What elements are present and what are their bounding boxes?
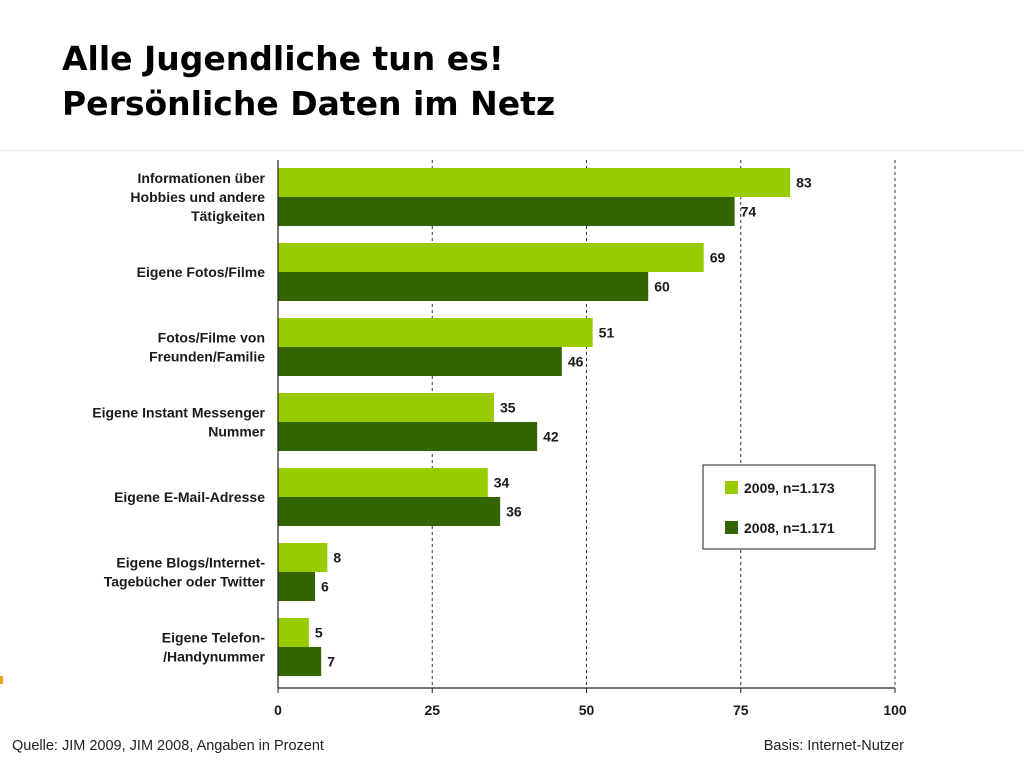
legend-swatch-2009 [725,481,738,494]
data-label-2009-1: 69 [710,250,726,266]
category-label-5-0: Eigene Blogs/Internet- [116,555,265,571]
bar-2008-3 [278,422,538,451]
category-label-0-2: Tätigkeiten [191,208,265,224]
bar-2009-6 [278,618,309,647]
bar-2008-1 [278,272,649,301]
data-label-2008-6: 7 [327,654,335,670]
category-label-3-1: Nummer [208,424,265,440]
legend-swatch-2008 [725,521,738,534]
bar-2009-0 [278,168,791,197]
bar-2009-5 [278,543,328,572]
data-label-2009-6: 5 [315,625,323,641]
data-label-2008-3: 42 [543,429,559,445]
x-tick-label-25: 25 [424,702,440,718]
title-line-1: Alle Jugendliche tun es! [62,39,504,78]
category-label-5-1: Tagebücher oder Twitter [104,574,266,590]
title-line-2: Persönliche Daten im Netz [62,84,556,123]
data-label-2008-5: 6 [321,579,329,595]
title-divider [0,150,1024,151]
bar-2008-0 [278,197,735,226]
category-label-4-0: Eigene E-Mail-Adresse [114,489,265,505]
bar-2009-3 [278,393,494,422]
source-note: Quelle: JIM 2009, JIM 2008, Angaben in P… [12,738,324,754]
category-label-0-0: Informationen über [137,170,265,186]
slide-title: Alle Jugendliche tun es! Persönliche Dat… [62,36,555,126]
basis-note: Basis: Internet-Nutzer [763,738,904,754]
legend-label-2008: 2008, n=1.171 [744,520,835,536]
category-label-3-0: Eigene Instant Messenger [92,405,265,421]
data-label-2009-0: 83 [796,175,812,191]
bar-2009-4 [278,468,488,497]
category-label-0-1: Hobbies und andere [130,189,265,205]
bar-2008-4 [278,497,501,526]
bar-2008-6 [278,647,322,676]
legend-label-2009: 2009, n=1.173 [744,480,835,496]
category-label-6-0: Eigene Telefon- [162,630,266,646]
data-label-2008-2: 46 [568,354,584,370]
data-label-2009-4: 34 [494,475,510,491]
data-label-2009-3: 35 [500,400,516,416]
bar-2008-5 [278,572,316,601]
bar-chart: 83 74 Informationen über Hobbies und andere… [92,160,907,718]
x-tick-label-50: 50 [579,702,595,718]
data-label-2008-1: 60 [654,279,670,295]
bar-2009-1 [278,243,704,272]
x-tick-label-100: 100 [883,702,907,718]
legend-box [702,464,876,550]
data-label-2009-5: 8 [333,550,341,566]
category-label-6-1: /Handynummer [163,649,265,665]
data-label-2008-4: 36 [506,504,522,520]
category-label-2-0: Fotos/Filme von [158,330,265,346]
bar-2009-2 [278,318,593,347]
slide-edge-mark [0,676,3,684]
x-tick-label-0: 0 [274,702,282,718]
data-label-2008-0: 74 [741,204,757,220]
category-label-2-1: Freunden/Familie [149,349,265,365]
x-tick-label-75: 75 [733,702,749,718]
data-label-2009-2: 51 [599,325,615,341]
category-label-1-0: Eigene Fotos/Filme [137,264,266,280]
bar-2008-2 [278,347,562,376]
